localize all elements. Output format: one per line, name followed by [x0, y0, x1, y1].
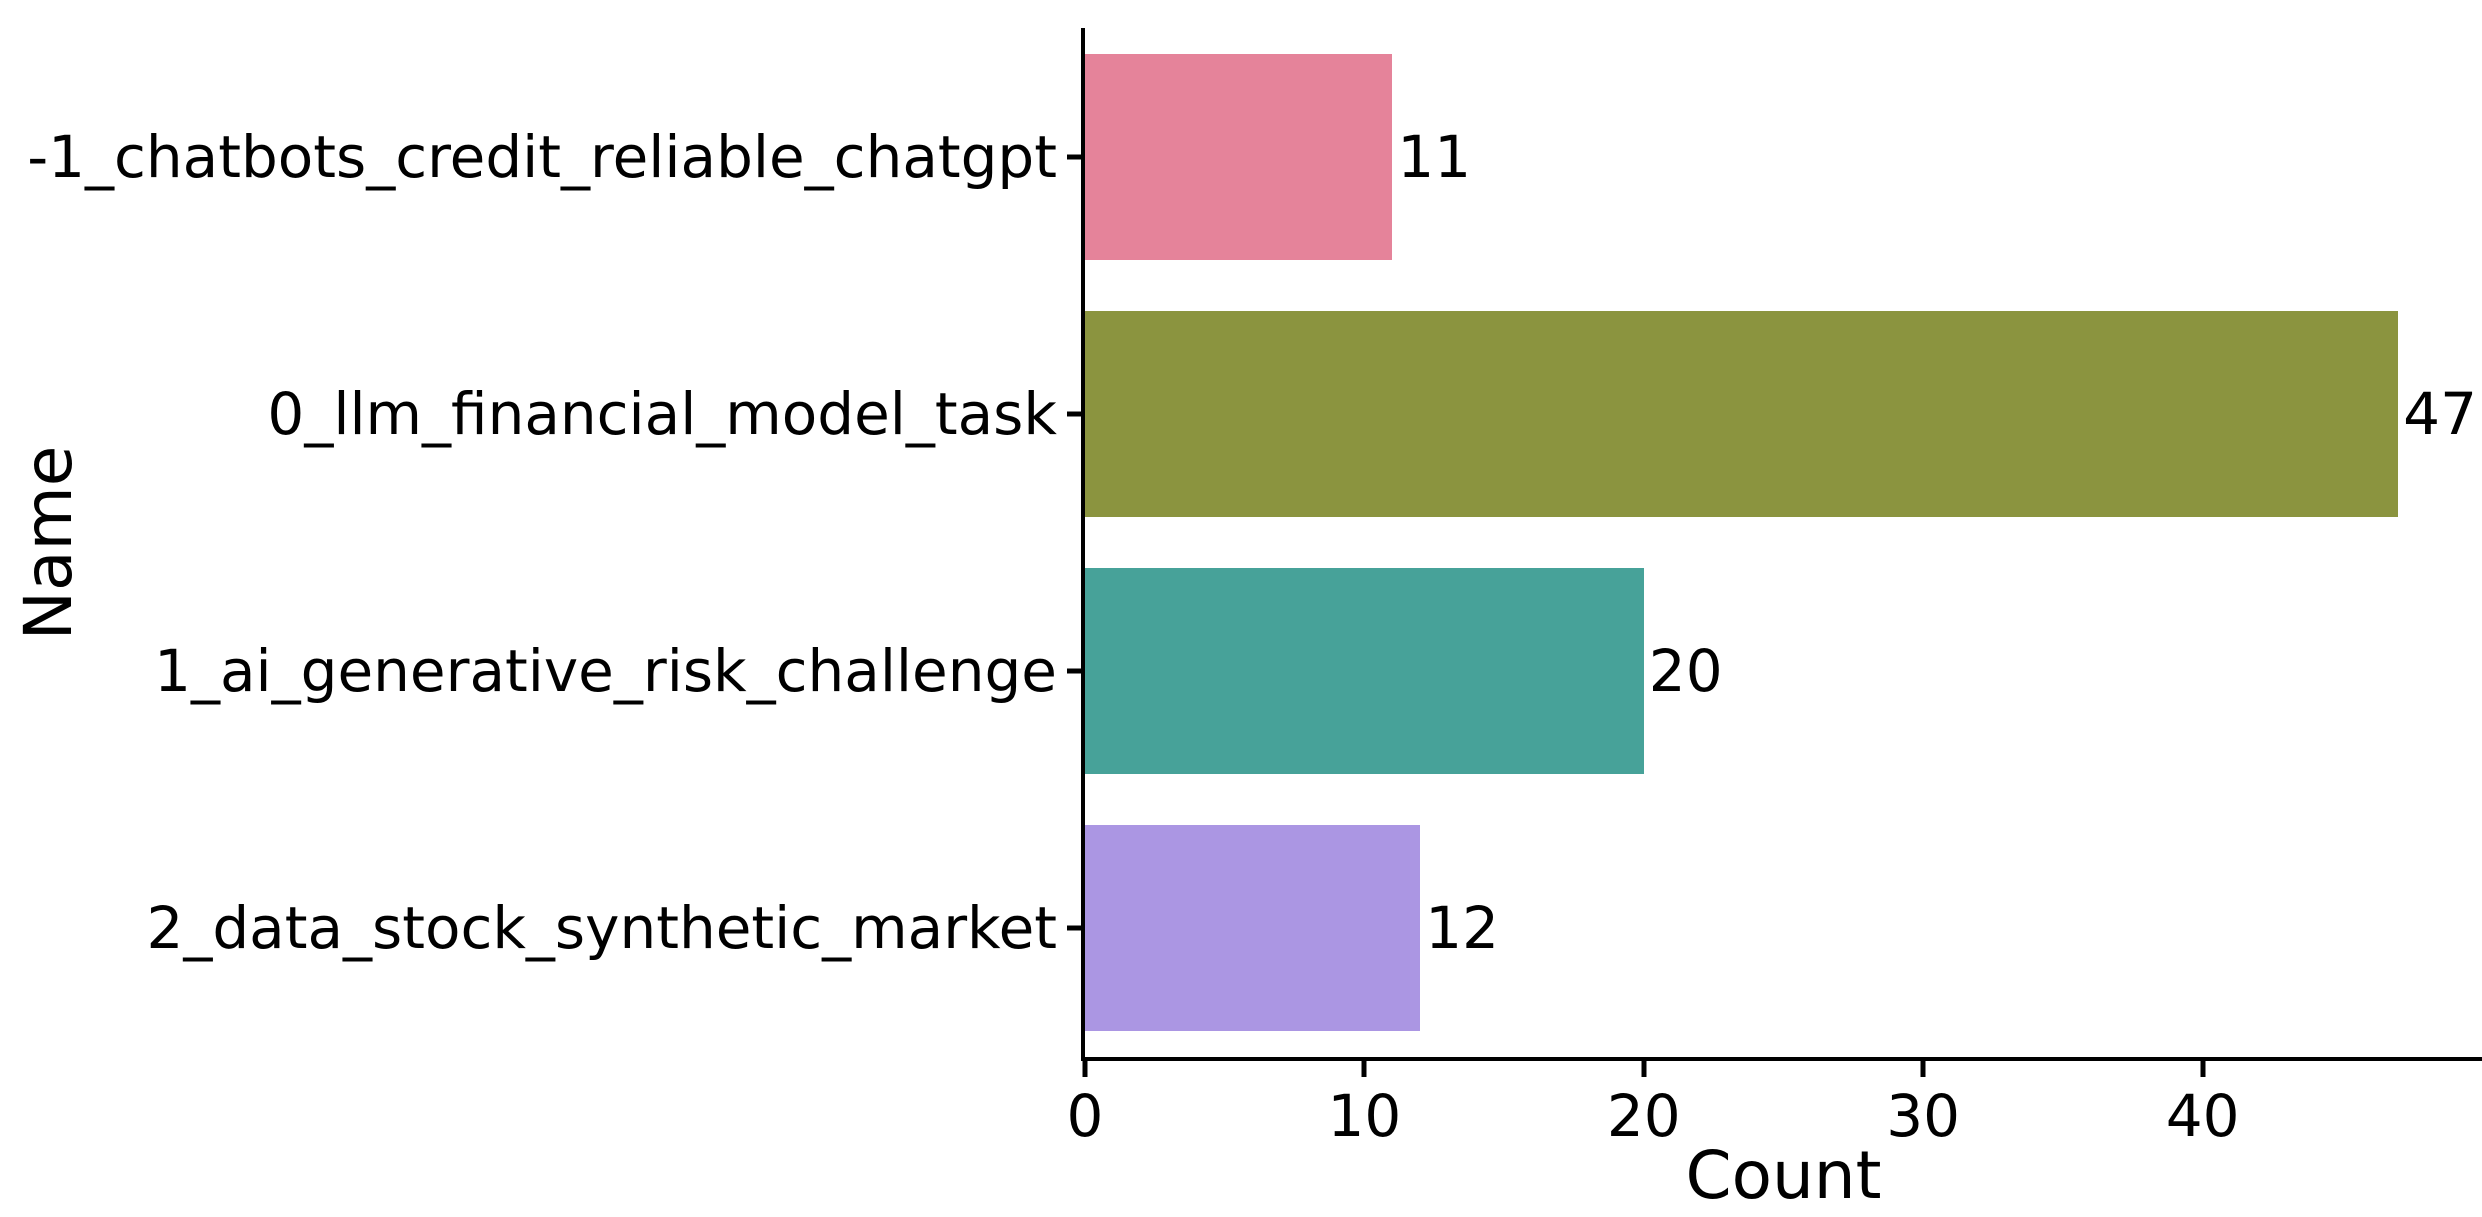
y-tick-mark — [1067, 668, 1081, 674]
bar — [1085, 53, 1393, 260]
y-tick-label: -1_chatbots_credit_reliable_chatgpt — [27, 122, 1057, 191]
y-axis-title: Name — [10, 445, 87, 640]
bar — [1085, 568, 1644, 775]
x-tick-mark — [1361, 1061, 1367, 1077]
bar-value-label: 20 — [1648, 637, 1723, 706]
x-tick-mark — [2200, 1061, 2206, 1077]
bar-value-label: 47 — [2403, 379, 2477, 448]
x-tick-mark — [1641, 1061, 1647, 1077]
bar — [1085, 825, 1421, 1032]
x-tick-mark — [1920, 1061, 1926, 1077]
y-tick-mark — [1067, 411, 1081, 417]
x-tick-label: 10 — [1327, 1082, 1402, 1150]
x-tick-mark — [1082, 1061, 1088, 1077]
y-tick-mark — [1067, 154, 1081, 160]
y-tick-label: 0_llm_financial_model_task — [267, 379, 1057, 448]
bar — [1085, 310, 2399, 517]
y-axis-line — [1081, 28, 1085, 1061]
y-tick-label: 1_ai_generative_risk_challenge — [154, 637, 1057, 706]
x-axis-title: Count — [1685, 1137, 1882, 1214]
x-tick-label: 40 — [2165, 1082, 2240, 1150]
x-axis-line — [1081, 1057, 2482, 1061]
x-tick-label: 20 — [1606, 1082, 1681, 1150]
x-tick-label: 0 — [1066, 1082, 1104, 1150]
x-tick-label: 30 — [1886, 1082, 1961, 1150]
bar-value-label: 11 — [1397, 122, 1472, 191]
y-tick-label: 2_data_stock_synthetic_market — [146, 894, 1057, 963]
y-tick-mark — [1067, 925, 1081, 931]
bar-value-label: 12 — [1425, 894, 1500, 963]
